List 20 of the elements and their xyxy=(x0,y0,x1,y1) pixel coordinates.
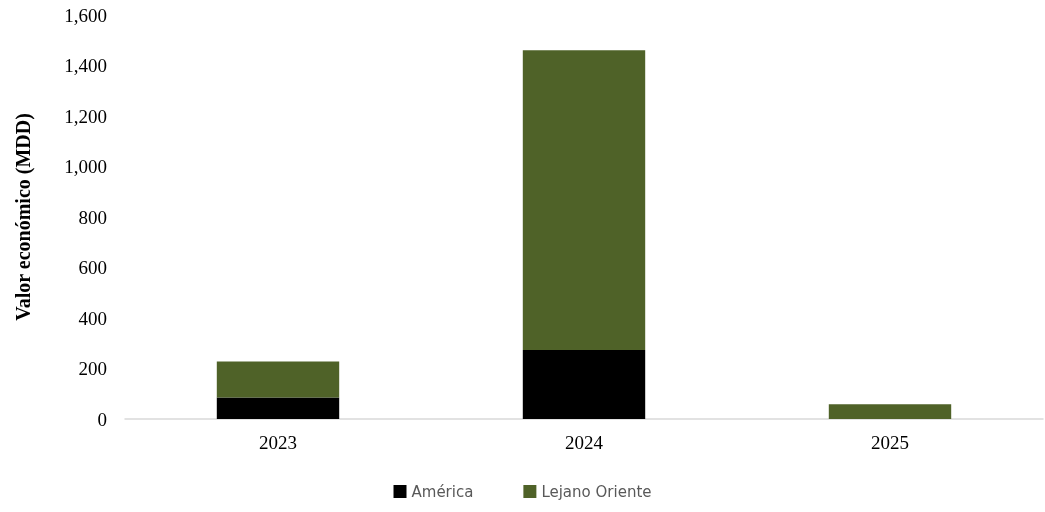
x-tick-label: 2024 xyxy=(565,432,604,453)
bar xyxy=(216,397,340,419)
y-tick-label: 800 xyxy=(78,206,107,228)
y-tick-label: 1,400 xyxy=(64,55,107,76)
bar xyxy=(522,350,646,419)
y-tick-label: 200 xyxy=(78,358,107,379)
y-tick-label: 0 xyxy=(97,408,107,430)
x-tick-label: 2025 xyxy=(871,432,909,453)
x-tick-label: 2023 xyxy=(259,432,297,453)
y-tick-label: 1,000 xyxy=(64,156,107,177)
legend-label: América xyxy=(411,482,474,501)
y-tick-label: 1,200 xyxy=(64,105,107,127)
y-tick-label: 600 xyxy=(78,257,107,278)
bar xyxy=(522,50,646,351)
y-axis-title: Valor económico (MDD) xyxy=(12,113,35,321)
legend-label: Lejano Oriente xyxy=(541,482,652,501)
bar xyxy=(216,361,340,398)
y-tick-label: 400 xyxy=(78,307,107,329)
y-tick-label: 1,600 xyxy=(64,4,107,26)
bar xyxy=(828,404,952,419)
